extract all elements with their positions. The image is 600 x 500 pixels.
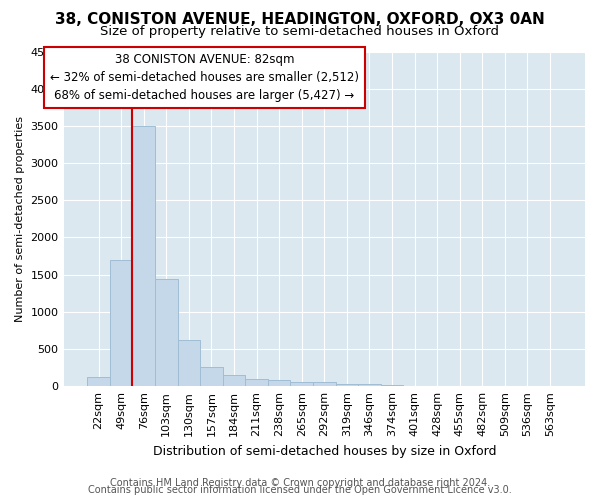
Bar (200, 367, 223, 386)
Text: 38, CONISTON AVENUE, HEADINGTON, OXFORD, OX3 0AN: 38, CONISTON AVENUE, HEADINGTON, OXFORD,… (55, 12, 545, 28)
Text: Contains public sector information licensed under the Open Government Licence v3: Contains public sector information licen… (88, 485, 512, 495)
Bar (268, 380, 290, 386)
Bar (110, 260, 133, 386)
Bar (290, 382, 313, 386)
Y-axis label: Number of semi-detached properties: Number of semi-detached properties (15, 116, 25, 322)
Bar (178, 340, 200, 386)
Bar (223, 374, 245, 386)
X-axis label: Distribution of semi-detached houses by size in Oxford: Distribution of semi-detached houses by … (152, 444, 496, 458)
Bar (245, 380, 268, 386)
Bar (381, 384, 403, 386)
Bar (133, 126, 155, 386)
Bar (155, 279, 178, 386)
Bar (313, 382, 335, 386)
Text: 38 CONISTON AVENUE: 82sqm
← 32% of semi-detached houses are smaller (2,512)
68% : 38 CONISTON AVENUE: 82sqm ← 32% of semi-… (50, 53, 359, 102)
Text: Contains HM Land Registry data © Crown copyright and database right 2024.: Contains HM Land Registry data © Crown c… (110, 478, 490, 488)
Bar (335, 384, 358, 386)
Text: Size of property relative to semi-detached houses in Oxford: Size of property relative to semi-detach… (101, 25, 499, 38)
Bar (87, 376, 110, 386)
Bar (358, 384, 381, 386)
